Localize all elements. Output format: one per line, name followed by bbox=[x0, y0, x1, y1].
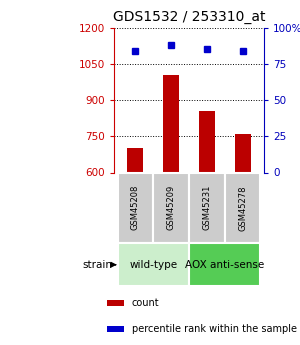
Bar bbox=[128, 148, 143, 172]
Text: AOX anti-sense: AOX anti-sense bbox=[185, 260, 264, 270]
Text: GSM45208: GSM45208 bbox=[131, 185, 140, 230]
Bar bbox=[225, 172, 260, 243]
Text: GSM45231: GSM45231 bbox=[202, 185, 211, 230]
Bar bbox=[199, 111, 215, 172]
Bar bbox=[107, 326, 124, 332]
Bar bbox=[118, 243, 189, 286]
Text: GSM45209: GSM45209 bbox=[167, 185, 176, 230]
Text: GSM45278: GSM45278 bbox=[238, 185, 247, 230]
Bar bbox=[189, 172, 225, 243]
Text: count: count bbox=[132, 298, 160, 308]
Title: GDS1532 / 253310_at: GDS1532 / 253310_at bbox=[113, 10, 265, 24]
Text: percentile rank within the sample: percentile rank within the sample bbox=[132, 324, 297, 334]
Text: wild-type: wild-type bbox=[129, 260, 177, 270]
Bar bbox=[107, 300, 124, 306]
Text: strain: strain bbox=[82, 260, 112, 270]
Bar bbox=[153, 172, 189, 243]
Bar bbox=[235, 134, 250, 172]
Bar bbox=[163, 75, 179, 172]
Bar bbox=[118, 172, 153, 243]
Bar bbox=[189, 243, 260, 286]
